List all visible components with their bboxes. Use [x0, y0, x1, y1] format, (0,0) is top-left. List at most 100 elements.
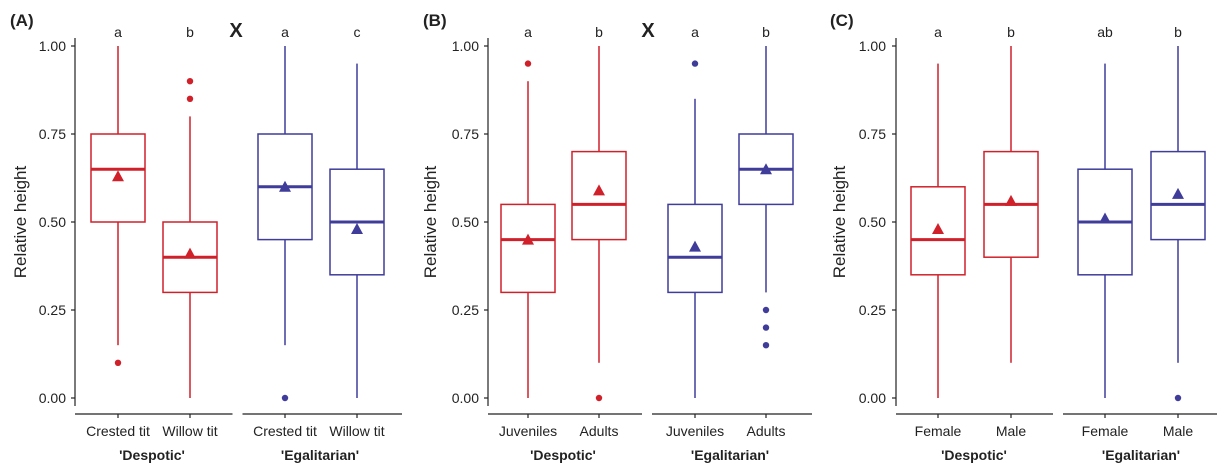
outlier-point: [595, 394, 603, 402]
y-axis-label: Relative height: [421, 165, 440, 278]
outlier-point: [186, 78, 194, 85]
y-tick-label: 0.00: [452, 390, 479, 406]
x-tick-label: Male: [1163, 423, 1194, 439]
significance-letter: a: [524, 24, 532, 40]
box-iqr: [910, 186, 966, 276]
mean-marker: [689, 240, 701, 252]
group-label: 'Despotic': [530, 447, 596, 463]
group-label: 'Despotic': [941, 447, 1007, 463]
box-1-2-1: a Crested tit: [253, 24, 317, 439]
significance-letter: a: [934, 24, 942, 40]
significance-letter: b: [762, 24, 770, 40]
box-1-2-2: c Willow tit: [329, 24, 385, 439]
significance-letter: a: [691, 24, 699, 40]
outlier-point: [762, 342, 770, 349]
box-1-1-1: a Crested tit: [86, 24, 150, 439]
box-2-1-1: a Juveniles: [499, 24, 557, 439]
mean-marker: [351, 223, 363, 235]
y-tick-label: 1.00: [452, 38, 479, 54]
box-3-1-2: b Male: [983, 24, 1039, 439]
box-3-2-2: b Male: [1150, 24, 1206, 439]
interaction-marker: X: [229, 20, 243, 42]
box-3-1-1: a Female: [910, 24, 966, 439]
significance-letter: ab: [1097, 24, 1113, 40]
mean-marker: [932, 223, 944, 235]
y-axis-label: Relative height: [830, 165, 849, 278]
outlier-point: [1174, 394, 1182, 402]
mean-marker: [184, 247, 196, 259]
x-tick-label: Adults: [580, 423, 619, 439]
y-tick-label: 0.50: [859, 214, 886, 230]
y-tick-label: 0.25: [859, 302, 886, 318]
outlier-point: [186, 95, 194, 103]
x-tick-label: Crested tit: [86, 423, 150, 439]
x-tick-label: Willow tit: [329, 423, 384, 439]
group-label: 'Despotic': [119, 447, 185, 463]
mean-marker: [593, 184, 605, 196]
x-tick-label: Willow tit: [162, 423, 217, 439]
panel-label: (A): [10, 11, 34, 30]
panel-label: (B): [423, 11, 447, 30]
y-tick-label: 0.75: [859, 126, 886, 142]
y-tick-label: 0.50: [39, 214, 66, 230]
box-3-2-1: ab Female: [1077, 24, 1133, 439]
y-tick-label: 0.00: [859, 390, 886, 406]
group-label: 'Egalitarian': [281, 447, 359, 463]
x-tick-label: Juveniles: [666, 423, 724, 439]
box-iqr: [571, 150, 627, 241]
mean-marker: [1005, 194, 1017, 206]
y-tick-label: 1.00: [859, 38, 886, 54]
mean-marker: [112, 170, 124, 182]
x-axis-gap: [1053, 412, 1063, 416]
y-tick-label: 0.50: [452, 214, 479, 230]
x-tick-label: Juveniles: [499, 423, 557, 439]
y-tick-label: 0.75: [452, 126, 479, 142]
outlier-point: [691, 60, 699, 67]
box-iqr: [90, 133, 146, 223]
mean-marker: [279, 180, 291, 192]
box-1-1-2: b Willow tit: [162, 24, 218, 439]
significance-letter: a: [281, 24, 289, 40]
x-tick-label: Crested tit: [253, 423, 317, 439]
outlier-point: [762, 324, 770, 331]
box-2-1-2: b Adults: [571, 24, 627, 439]
x-tick-label: Female: [915, 423, 962, 439]
group-label: 'Egalitarian': [691, 447, 769, 463]
mean-marker: [1099, 212, 1111, 224]
y-axis-label: Relative height: [11, 165, 30, 278]
significance-letter: c: [354, 24, 361, 40]
box-iqr: [500, 203, 556, 294]
x-tick-label: Male: [996, 423, 1027, 439]
chart-panel-3: (C) Relative height 0.00 0.25 0.50 0.75 1.00 'D…: [830, 11, 1217, 463]
x-tick-label: Female: [1082, 423, 1129, 439]
outlier-point: [114, 359, 122, 366]
interaction-marker: X: [641, 20, 655, 42]
mean-marker: [760, 163, 772, 175]
y-tick-label: 0.25: [452, 302, 479, 318]
box-2-2-1: a Juveniles: [666, 24, 724, 439]
significance-letter: a: [114, 24, 122, 40]
outlier-point: [524, 60, 532, 67]
y-tick-label: 0.25: [39, 302, 66, 318]
outlier-point: [762, 306, 770, 314]
significance-letter: b: [1007, 24, 1015, 40]
mean-marker: [1172, 187, 1184, 199]
y-tick-label: 0.00: [39, 390, 66, 406]
box-2-2-2: b Adults: [738, 24, 794, 439]
x-axis-gap: [232, 412, 243, 416]
significance-letter: b: [186, 24, 194, 40]
outlier-point: [281, 394, 289, 402]
x-tick-label: Adults: [747, 423, 786, 439]
x-axis-gap: [642, 412, 652, 416]
chart-panel-1: (A) Relative height 0.00 0.25 0.50 0.75 1.00 X '…: [10, 11, 402, 463]
panel-label: (C): [830, 11, 854, 30]
y-tick-label: 1.00: [39, 38, 66, 54]
mean-marker: [522, 233, 534, 245]
group-label: 'Egalitarian': [1102, 447, 1180, 463]
box-iqr: [667, 203, 723, 294]
chart-panel-2: (B) Relative height 0.00 0.25 0.50 0.75 1.00 X '…: [421, 11, 812, 463]
y-tick-label: 0.75: [39, 126, 66, 142]
box-iqr: [1150, 150, 1206, 241]
significance-letter: b: [1174, 24, 1182, 40]
